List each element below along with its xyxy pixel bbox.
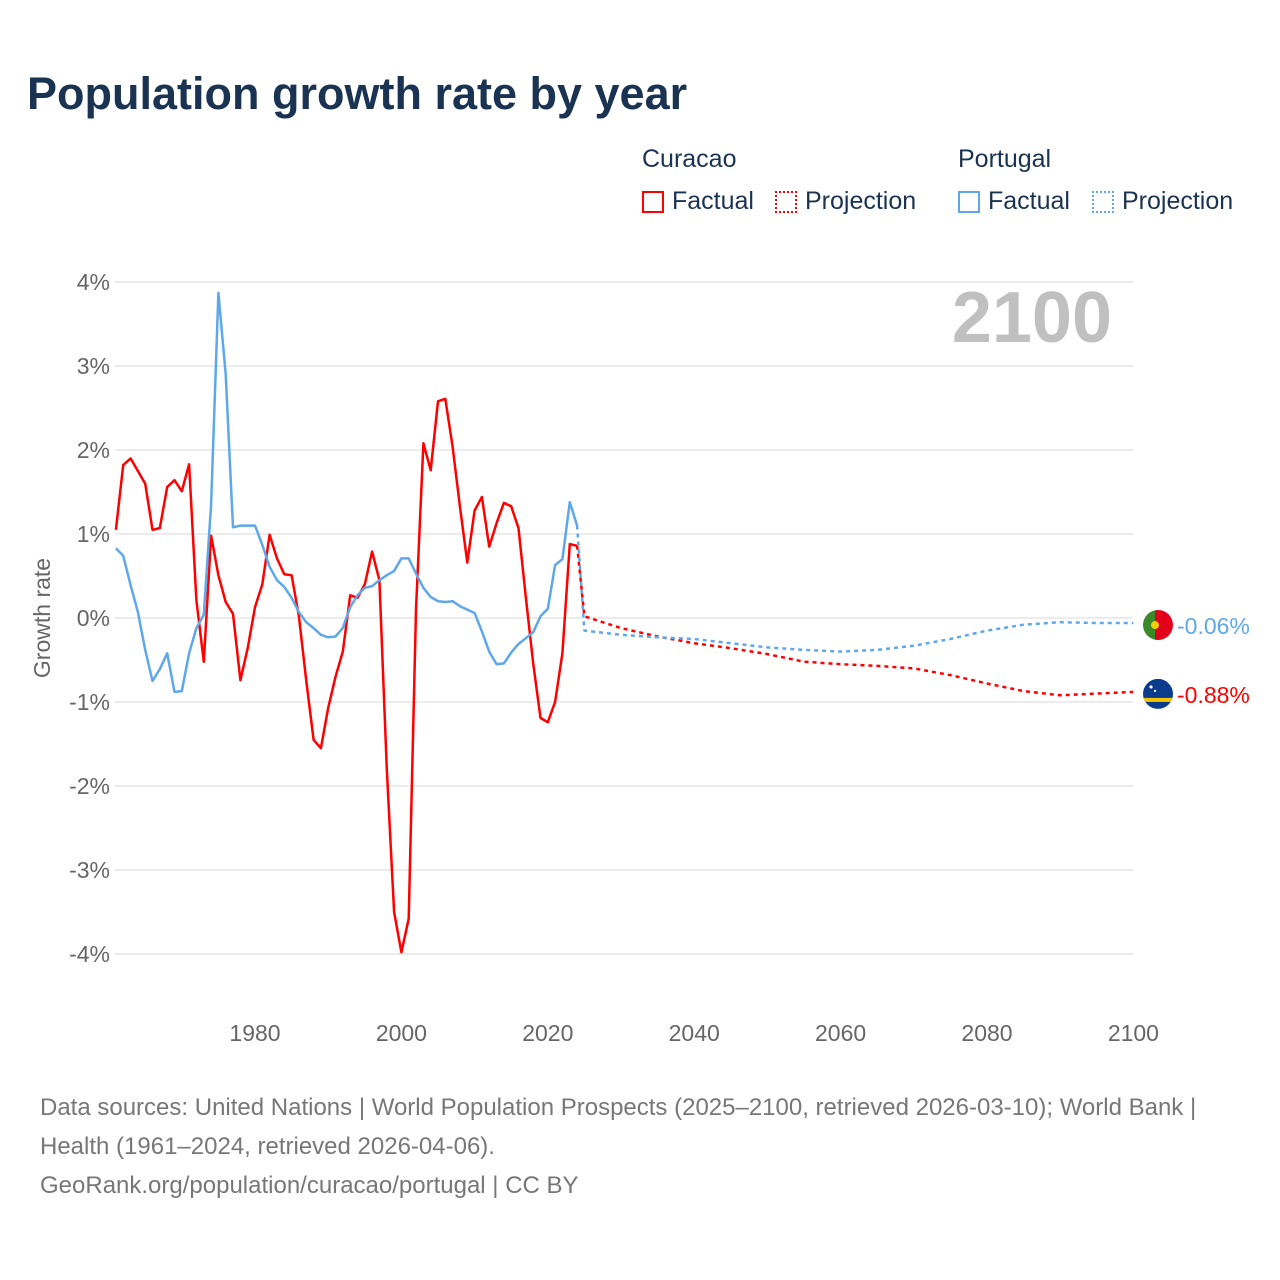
legend-portugal-factual[interactable]: Factual <box>958 187 1070 216</box>
legend-curacao-factual[interactable]: Factual <box>642 187 754 216</box>
x-tick-label: 1980 <box>229 1020 280 1046</box>
y-tick-label: -3% <box>69 857 110 883</box>
x-tick-label: 2100 <box>1108 1020 1159 1046</box>
legend-swatch-dotted <box>775 190 797 213</box>
data-sources: Data sources: United Nations | World Pop… <box>40 1094 1197 1160</box>
x-tick-label: 2080 <box>961 1020 1012 1046</box>
legend-group-portugal: Portugal <box>958 145 1052 173</box>
legend-label: Projection <box>1122 187 1234 215</box>
legend-swatch-solid <box>642 190 664 213</box>
legend-label: Projection <box>805 187 917 215</box>
y-tick-label: 3% <box>77 353 110 379</box>
y-tick-label: 4% <box>77 269 110 295</box>
legend-portugal-projection[interactable]: Projection <box>1092 187 1233 216</box>
legend-label: Factual <box>672 187 754 215</box>
legend-label: Factual <box>988 187 1070 215</box>
chart-title: Population growth rate by year <box>27 68 688 119</box>
x-tick-label: 2020 <box>522 1020 573 1046</box>
portugal-factual-line <box>115 291 579 694</box>
legend-swatch-solid <box>958 190 980 213</box>
year-indicator: 2100 <box>952 278 1112 358</box>
x-tick-label: 2000 <box>376 1020 427 1046</box>
end-value-label: -0.06% <box>1177 613 1250 639</box>
y-tick-label: -1% <box>69 689 110 715</box>
y-tick-label: 0% <box>77 605 110 631</box>
legend-group-curacao: Curacao <box>642 145 737 173</box>
y-tick-label: -2% <box>69 773 110 799</box>
curacao-factual-line <box>114 397 578 954</box>
x-tick-label: 2060 <box>815 1020 866 1046</box>
y-tick-label: 1% <box>77 521 110 547</box>
y-tick-label: -4% <box>69 941 110 967</box>
x-tick-label: 2040 <box>669 1020 720 1046</box>
credit-link[interactable]: GeoRank.org/population/curacao/portugal … <box>40 1172 579 1199</box>
legend-swatch-dotted <box>1092 190 1114 213</box>
portugal-projection-line <box>575 525 1134 653</box>
curacao-flag-icon <box>1143 678 1173 709</box>
portugal-flag-icon <box>1143 610 1173 641</box>
curacao-projection-line <box>575 545 1134 697</box>
y-axis-label: Growth rate <box>29 558 55 678</box>
end-value-label: -0.88% <box>1177 682 1250 708</box>
footer: Data sources: United Nations | World Pop… <box>40 1088 1240 1205</box>
legend-curacao-projection[interactable]: Projection <box>775 187 916 216</box>
y-tick-label: 2% <box>77 437 110 463</box>
